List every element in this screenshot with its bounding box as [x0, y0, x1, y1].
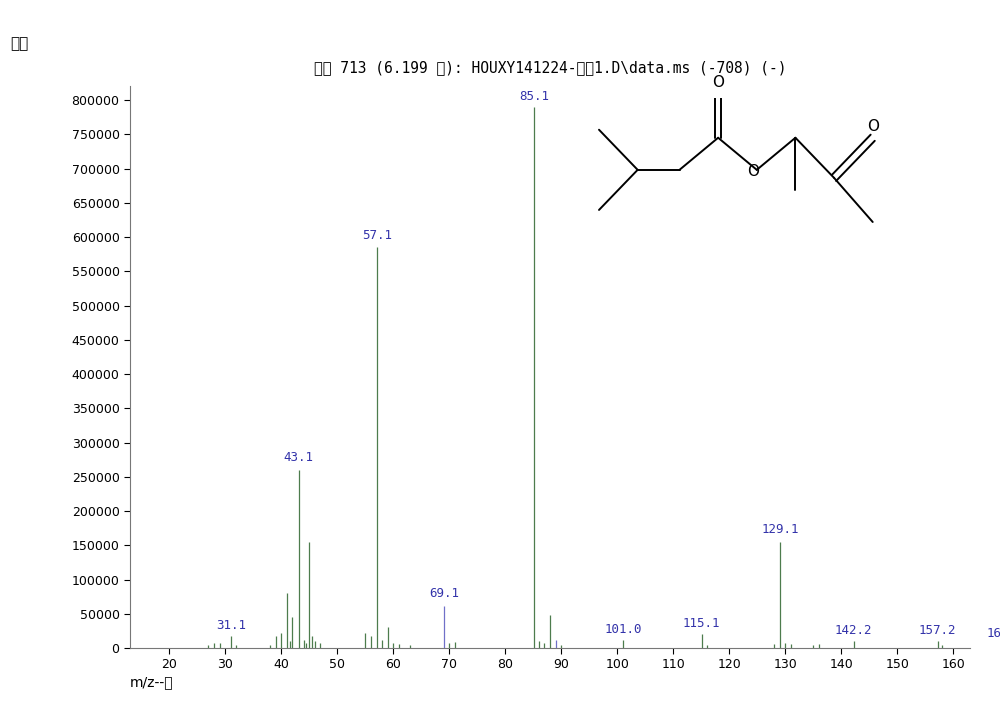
Text: 57.1: 57.1: [362, 229, 392, 242]
Text: 43.1: 43.1: [284, 451, 314, 464]
Text: 157.2: 157.2: [919, 624, 956, 637]
Text: 142.2: 142.2: [835, 624, 872, 637]
Text: 丰度: 丰度: [10, 36, 28, 51]
Title: 扫描 713 (6.199 分): HOUXY141224-样呔1.D\data.ms (-708) (-): 扫描 713 (6.199 分): HOUXY141224-样呔1.D\data…: [314, 60, 786, 76]
Text: 101.0: 101.0: [604, 623, 642, 636]
X-axis label: m/z--＞: m/z--＞: [130, 675, 174, 690]
Text: 85.1: 85.1: [519, 90, 549, 103]
Text: 115.1: 115.1: [683, 617, 721, 630]
Text: 69.1: 69.1: [429, 587, 459, 600]
Text: 129.1: 129.1: [761, 523, 799, 536]
Text: 31.1: 31.1: [216, 618, 246, 631]
Text: 169.3: 169.3: [987, 627, 1000, 640]
